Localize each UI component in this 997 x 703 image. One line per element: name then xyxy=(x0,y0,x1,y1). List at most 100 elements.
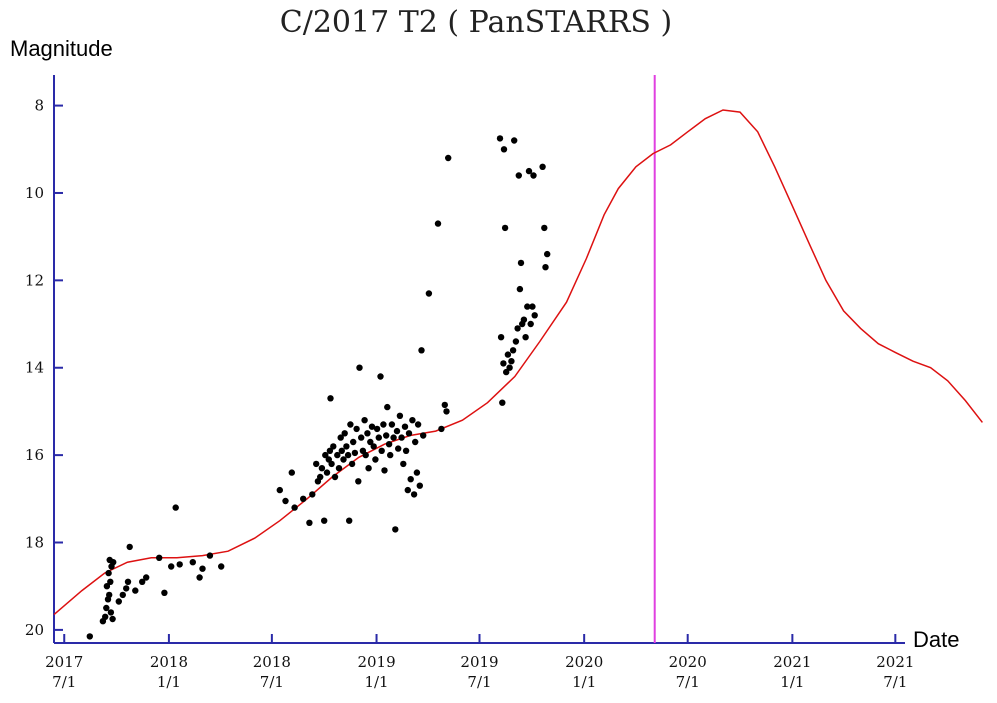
observation-point xyxy=(500,360,507,367)
observation-point xyxy=(196,574,203,581)
observation-point xyxy=(525,167,533,175)
observation-point xyxy=(373,425,381,433)
observation-point xyxy=(410,491,418,498)
observation-point xyxy=(358,434,365,441)
observation-point xyxy=(123,585,130,592)
x-tick-label-year: 2017 xyxy=(45,653,83,671)
observation-points-layer xyxy=(86,135,551,640)
observation-point xyxy=(176,561,183,568)
observation-point xyxy=(420,432,427,439)
y-tick-label: 12 xyxy=(25,271,44,289)
observation-point xyxy=(326,447,334,454)
observation-point xyxy=(378,447,385,454)
observation-point xyxy=(504,351,512,358)
observation-point xyxy=(387,451,394,459)
observation-point xyxy=(515,172,522,179)
observation-point xyxy=(516,285,524,293)
observation-point xyxy=(218,563,225,570)
x-tick-label-year: 2018 xyxy=(253,653,291,671)
y-tick-label: 14 xyxy=(25,359,44,377)
observation-point xyxy=(276,486,283,494)
observation-point xyxy=(407,476,414,483)
observation-point xyxy=(126,543,133,551)
observation-point xyxy=(368,423,376,430)
observation-point xyxy=(445,154,452,162)
x-tick-label-date: 7/1 xyxy=(52,673,76,691)
observation-point xyxy=(367,438,374,446)
observation-point xyxy=(441,401,448,409)
observation-point xyxy=(338,447,345,454)
observation-point xyxy=(418,347,425,354)
y-tick-label: 20 xyxy=(25,621,44,639)
observation-point xyxy=(385,441,393,448)
observation-point xyxy=(330,443,337,450)
x-tick-label-date: 7/1 xyxy=(260,673,284,691)
observation-point xyxy=(282,497,289,505)
y-tick-label: 16 xyxy=(25,446,44,464)
observation-point xyxy=(512,338,520,345)
observation-point xyxy=(405,430,413,437)
x-tick-label-date: 1/1 xyxy=(157,673,181,691)
observation-point xyxy=(341,430,348,437)
observation-point xyxy=(323,469,331,476)
observation-point xyxy=(409,417,416,424)
observation-point xyxy=(321,517,328,524)
observation-point xyxy=(413,469,421,476)
observation-point xyxy=(106,591,113,599)
observation-point xyxy=(392,526,399,533)
observation-point xyxy=(541,224,548,232)
observation-point xyxy=(396,412,404,419)
observation-point xyxy=(309,491,316,498)
observation-point xyxy=(511,137,518,144)
observation-point xyxy=(356,364,363,371)
observation-point xyxy=(539,163,546,170)
observation-point xyxy=(199,565,206,572)
observation-point xyxy=(313,460,320,468)
observation-point xyxy=(499,399,506,406)
observation-point xyxy=(414,421,422,428)
observation-point xyxy=(331,473,339,481)
observation-point xyxy=(412,438,419,446)
observation-point xyxy=(501,224,509,232)
x-tick-label-date: 7/1 xyxy=(467,673,491,691)
x-tick-label-year: 2020 xyxy=(669,653,707,671)
observation-point xyxy=(337,434,344,441)
observation-point xyxy=(139,578,146,585)
observation-point xyxy=(544,250,551,258)
observation-point xyxy=(172,504,179,511)
observation-point xyxy=(328,460,335,468)
observation-point xyxy=(291,504,298,511)
observation-point xyxy=(425,290,433,297)
observation-point xyxy=(506,364,513,371)
x-tick-label-date: 1/1 xyxy=(572,673,596,691)
observation-point xyxy=(109,615,116,623)
observation-point xyxy=(107,578,114,585)
observation-point xyxy=(398,434,405,441)
observation-point xyxy=(508,358,515,365)
x-tick-label-date: 1/1 xyxy=(364,673,388,691)
observation-point xyxy=(107,609,115,616)
observation-point xyxy=(370,443,377,450)
observation-point xyxy=(438,425,445,433)
observation-point xyxy=(416,482,423,489)
observation-point xyxy=(524,303,531,310)
x-tick-label-year: 2018 xyxy=(150,653,188,671)
observation-point xyxy=(393,427,401,435)
observation-point xyxy=(288,469,295,476)
x-tick-label-year: 2021 xyxy=(773,653,811,671)
observation-point xyxy=(322,451,329,459)
x-tick-label-year: 2020 xyxy=(565,653,603,671)
observation-point xyxy=(306,519,313,526)
observation-point xyxy=(377,373,384,380)
observation-point xyxy=(102,613,109,620)
x-tick-label-date: 1/1 xyxy=(780,673,804,691)
observation-point xyxy=(381,467,388,474)
observation-point xyxy=(347,421,354,428)
observation-point xyxy=(119,591,127,599)
observation-point xyxy=(542,264,549,271)
observation-point xyxy=(355,478,362,485)
observation-point xyxy=(353,425,360,433)
observation-point xyxy=(503,368,510,376)
prediction-curve xyxy=(53,109,983,616)
